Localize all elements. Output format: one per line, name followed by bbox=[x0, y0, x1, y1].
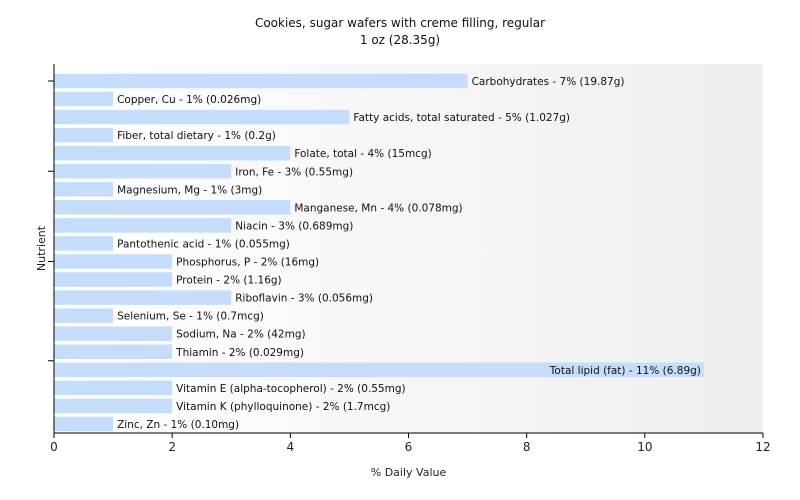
bar bbox=[54, 182, 114, 197]
bars-group: Carbohydrates - 7% (19.87g) Copper, Cu - … bbox=[54, 73, 704, 432]
bar-label: Vitamin E (alpha-tocopherol) - 2% (0.55m… bbox=[176, 383, 406, 395]
bar bbox=[54, 344, 173, 359]
y-axis-title: Nutrient bbox=[35, 225, 48, 271]
bar-label: Fiber, total dietary - 1% (0.2g) bbox=[117, 130, 276, 142]
x-tick-label: 2 bbox=[168, 440, 176, 454]
axes-group: 0 2 4 6 8 10 12 bbox=[48, 64, 771, 454]
chart-subtitle: 1 oz (28.35g) bbox=[360, 33, 440, 47]
bar bbox=[54, 145, 291, 161]
bar bbox=[54, 91, 114, 107]
bar-label: Sodium, Na - 2% (42mg) bbox=[176, 329, 305, 341]
bar bbox=[54, 218, 232, 233]
x-tick-label: 10 bbox=[637, 440, 652, 454]
bar-label: Thiamin - 2% (0.029mg) bbox=[175, 347, 304, 359]
bar bbox=[54, 109, 350, 125]
bar-label: Fatty acids, total saturated - 5% (1.027… bbox=[353, 112, 570, 124]
x-tick-label: 6 bbox=[405, 440, 413, 454]
bar-label: Riboflavin - 3% (0.056mg) bbox=[235, 293, 373, 305]
chart-title: Cookies, sugar wafers with creme filling… bbox=[255, 16, 545, 30]
x-axis-title: % Daily Value bbox=[371, 466, 447, 479]
bar bbox=[54, 272, 173, 287]
bar-label: Magnesium, Mg - 1% (3mg) bbox=[117, 184, 262, 196]
bar-label: Pantothenic acid - 1% (0.055mg) bbox=[117, 238, 290, 250]
bar-label: Zinc, Zn - 1% (0.10mg) bbox=[117, 419, 239, 431]
bar-label: Phosphorus, P - 2% (16mg) bbox=[176, 257, 319, 269]
bar bbox=[54, 200, 291, 215]
bar-label: Protein - 2% (1.16g) bbox=[176, 275, 282, 287]
bar bbox=[54, 254, 173, 269]
bar-label: Copper, Cu - 1% (0.026mg) bbox=[117, 94, 261, 106]
bar-label: Iron, Fe - 3% (0.55mg) bbox=[235, 166, 353, 178]
bar-label: Carbohydrates - 7% (19.87g) bbox=[472, 76, 625, 88]
bar bbox=[54, 308, 114, 323]
bar-label: Folate, total - 4% (15mcg) bbox=[294, 148, 431, 160]
bar-label: Manganese, Mn - 4% (0.078mg) bbox=[294, 202, 462, 214]
x-tick-label: 12 bbox=[755, 440, 770, 454]
bar bbox=[54, 127, 114, 143]
bar-label: Selenium, Se - 1% (0.7mcg) bbox=[117, 311, 264, 323]
bar bbox=[54, 398, 173, 414]
x-tick-label: 4 bbox=[287, 440, 295, 454]
bar bbox=[54, 236, 114, 251]
bar bbox=[54, 416, 114, 432]
bar-label: Vitamin K (phylloquinone) - 2% (1.7mcg) bbox=[176, 401, 390, 413]
bar bbox=[54, 362, 704, 378]
bar bbox=[54, 164, 232, 179]
x-tick-label: 8 bbox=[523, 440, 531, 454]
bar-label: Niacin - 3% (0.689mg) bbox=[235, 220, 353, 232]
bar bbox=[54, 380, 173, 396]
bar bbox=[54, 326, 173, 341]
bar bbox=[54, 73, 468, 89]
bar bbox=[54, 290, 232, 305]
bar-label: Total lipid (fat) - 11% (6.89g) bbox=[549, 365, 701, 377]
x-tick-label: 0 bbox=[50, 440, 58, 454]
